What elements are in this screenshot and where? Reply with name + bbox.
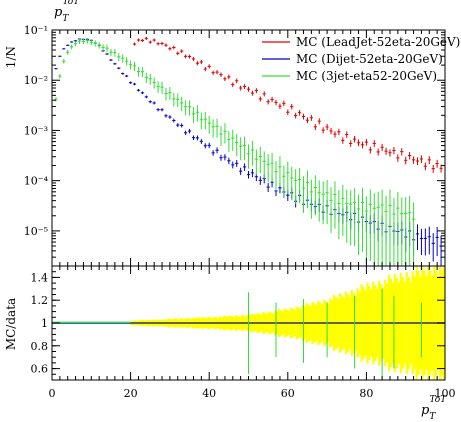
y-tick-label: 10⁻² [24,74,48,87]
main-title: pT ToT [54,0,80,24]
x-axis-label-base: p [421,403,430,418]
series-0 [132,36,443,173]
series-2 [54,37,416,266]
main-ylabel: 1/N [4,46,18,68]
legend: MC (LeadJet-52eta-20GeV) MC (Dijet-52eta-… [262,35,460,83]
x-axis-label-sub: T [429,412,436,422]
ratio-y-tick-label: 0.8 [31,340,49,353]
main-title-sub: T [62,14,69,24]
y-tick-label: 10⁻¹ [24,24,48,37]
x-tick-label: 60 [281,387,295,400]
x-axis-label-sup: ToT [430,395,448,405]
x-tick-label: 80 [359,387,373,400]
x-axis-label: pT ToT [421,395,447,422]
y-tick-label: 10⁻³ [24,124,48,137]
x-tick-label: 100 [435,387,456,400]
main-title-base: p [54,5,63,20]
main-series-group [54,36,443,266]
ratio-y-tick-label: 0.6 [31,363,49,376]
ratio-y-tick-label: 1 [41,317,48,330]
y-tick-label: 10⁻⁴ [24,175,49,188]
ratio-y-tick-label: 1.4 [31,271,49,284]
ratio-ylabel: MC/data [4,298,18,350]
main-title-sup: ToT [63,0,81,7]
ratio-y-tick-label: 1.2 [31,294,49,307]
ratio-lines [52,288,445,380]
y-tick-label: 10⁻⁵ [24,225,48,238]
x-tick-label: 0 [49,387,56,400]
x-tick-label: 20 [124,387,138,400]
legend-entry: MC (3jet-eta52-20GeV) [296,69,437,83]
legend-entry: MC (Dijet-52eta-20GeV) [296,52,443,66]
legend-entry: MC (LeadJet-52eta-20GeV) [296,35,460,49]
x-tick-label: 40 [202,387,216,400]
axes-group: 10⁻¹ 10⁻² 10⁻³ 10⁻⁴ 10⁻⁵ 0 20 40 60 80 100 0.6 0.8 1 1… [24,24,456,400]
